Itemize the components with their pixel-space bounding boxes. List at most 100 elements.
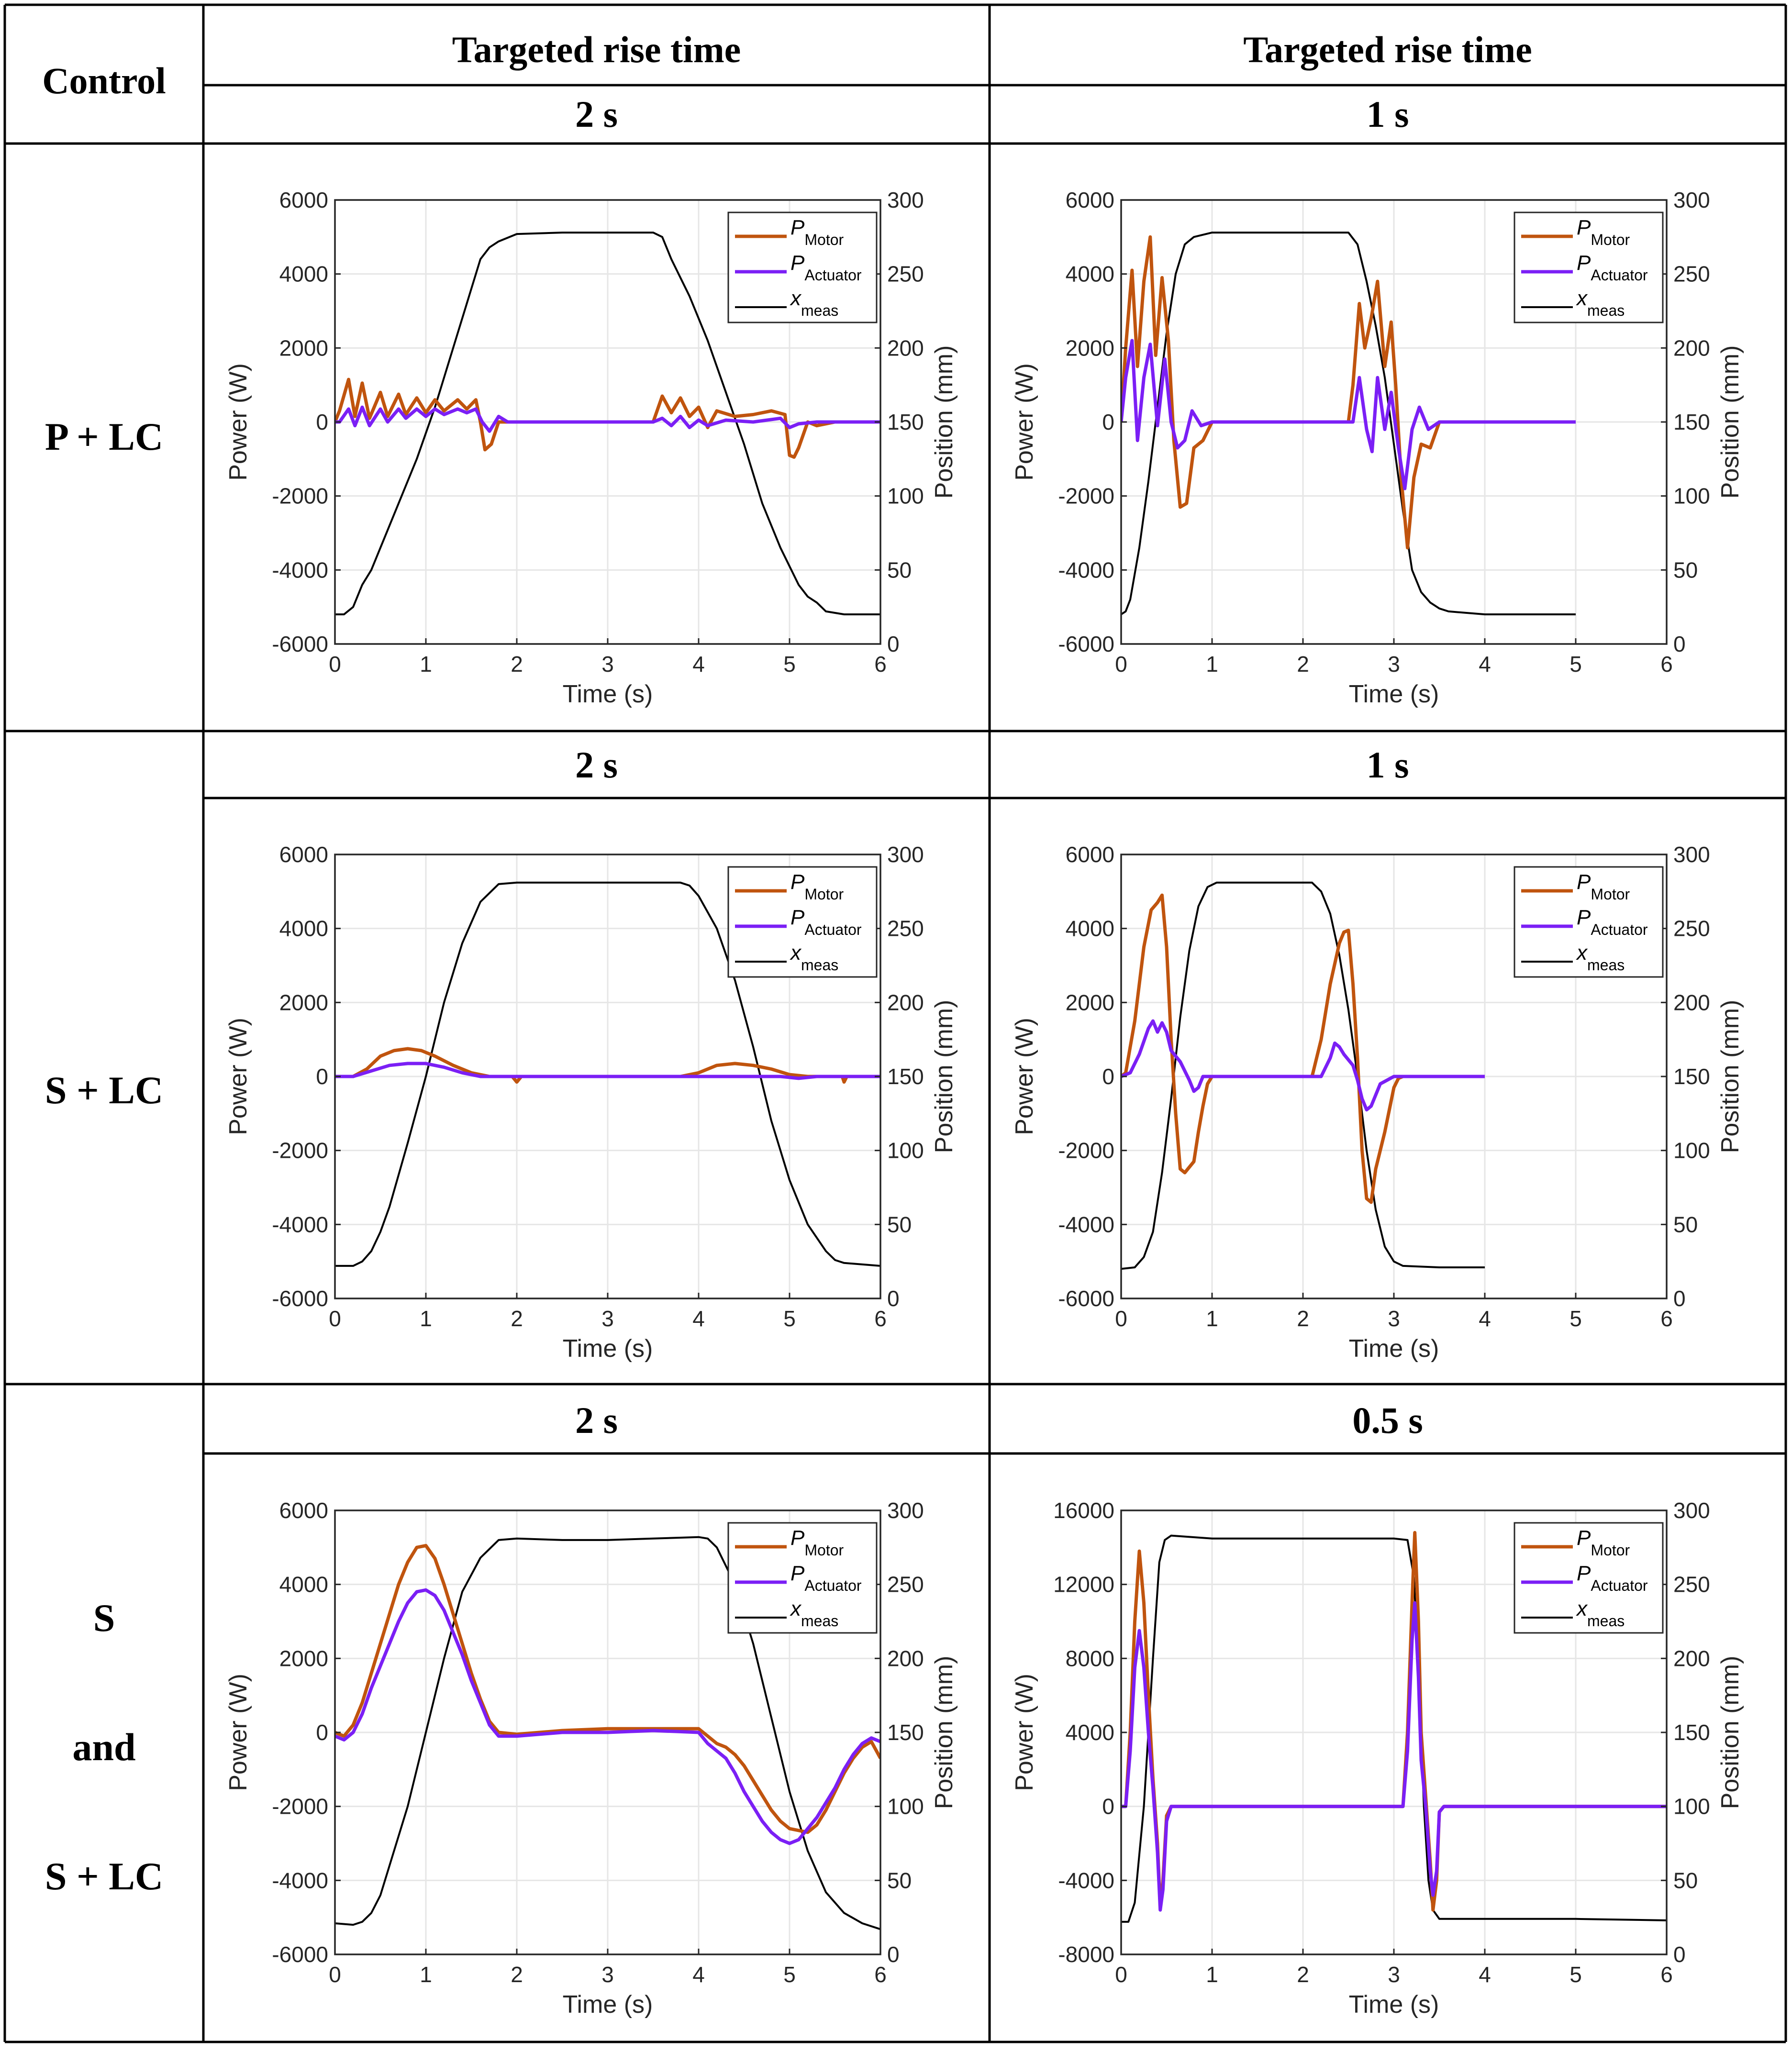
legend-main: P bbox=[790, 1562, 805, 1585]
y2-tick-label: 0 bbox=[1673, 632, 1686, 656]
legend-entry: PActuator bbox=[1577, 251, 1648, 284]
x-tick-label: 4 bbox=[1479, 652, 1491, 677]
y-tick-label: -2000 bbox=[1058, 484, 1114, 509]
y2-tick-label: 100 bbox=[1673, 1138, 1710, 1163]
x-tick-label: 5 bbox=[1569, 1962, 1582, 1987]
x-tick-label: 5 bbox=[1569, 652, 1582, 677]
y2-tick-label: 50 bbox=[1673, 1212, 1698, 1237]
y2-tick-label: 200 bbox=[1673, 1646, 1710, 1671]
y-tick-label: 4000 bbox=[1066, 262, 1114, 287]
y-tick-label: 4000 bbox=[279, 916, 328, 941]
x-axis-label: Time (s) bbox=[563, 1335, 653, 1363]
legend-sub: meas bbox=[801, 1612, 838, 1630]
x-tick-label: 3 bbox=[601, 652, 614, 677]
legend-entry: PMotor bbox=[1577, 216, 1630, 248]
y-tick-label: 12000 bbox=[1053, 1572, 1114, 1597]
x-tick-label: 2 bbox=[1297, 652, 1309, 677]
y-tick-label: -4000 bbox=[272, 1868, 328, 1893]
y-tick-label: -6000 bbox=[1058, 632, 1114, 656]
legend-main: x bbox=[790, 287, 802, 310]
legend-main: P bbox=[1577, 1562, 1591, 1585]
y-tick-label: 2000 bbox=[279, 990, 328, 1015]
x-tick-label: 2 bbox=[1297, 1306, 1309, 1331]
legend-sub: meas bbox=[1587, 302, 1625, 319]
y2-tick-label: 250 bbox=[887, 1572, 924, 1597]
y2-tick-label: 150 bbox=[1673, 410, 1710, 434]
legend-main: P bbox=[790, 870, 805, 894]
x-tick-label: 2 bbox=[511, 1962, 523, 1987]
y2-tick-label: 150 bbox=[887, 1064, 924, 1089]
legend-main: P bbox=[1577, 906, 1591, 929]
y-tick-label: 4000 bbox=[279, 262, 328, 287]
series-line-x-meas bbox=[335, 1536, 880, 1930]
y-axis-label: Power (W) bbox=[224, 1674, 252, 1791]
y-tick-label: -4000 bbox=[272, 557, 328, 582]
legend-entry: xmeas bbox=[790, 287, 838, 319]
y2-tick-label: 100 bbox=[887, 1138, 924, 1163]
x-tick-label: 2 bbox=[1297, 1962, 1309, 1987]
y-tick-label: -2000 bbox=[272, 1794, 328, 1819]
x-tick-label: 1 bbox=[1206, 1962, 1218, 1987]
y2-axis-label: Position (mm) bbox=[930, 1000, 958, 1154]
y2-tick-label: 50 bbox=[1673, 1868, 1698, 1893]
legend-entry: xmeas bbox=[1576, 287, 1625, 319]
y-tick-label: 6000 bbox=[1066, 188, 1114, 212]
y-tick-label: -4000 bbox=[1058, 557, 1114, 582]
charts: 0 1 2 3 4 5 6-6000-4000-2000020004000600005010… bbox=[224, 188, 1744, 2019]
y2-tick-label: 250 bbox=[1673, 1572, 1710, 1597]
legend-main: P bbox=[790, 251, 805, 275]
legend-sub: Actuator bbox=[804, 1577, 862, 1594]
x-tick-label: 1 bbox=[1206, 1306, 1218, 1331]
y2-tick-label: 250 bbox=[887, 262, 924, 287]
x-tick-label: 1 bbox=[420, 652, 432, 677]
x-tick-label: 2 bbox=[511, 652, 523, 677]
y2-axis-label: Position (mm) bbox=[1716, 1000, 1744, 1154]
x-tick-label: 6 bbox=[1660, 652, 1673, 677]
legend-sub: Motor bbox=[804, 1542, 844, 1559]
y-tick-label: 4000 bbox=[1066, 1720, 1114, 1745]
x-tick-label: 1 bbox=[420, 1962, 432, 1987]
y-tick-label: 0 bbox=[316, 1064, 328, 1089]
x-tick-label: 0 bbox=[329, 1306, 341, 1331]
y-tick-label: 6000 bbox=[279, 842, 328, 867]
rise-time-left: 2 s bbox=[575, 1399, 618, 1441]
y-tick-label: 16000 bbox=[1053, 1498, 1114, 1523]
legend-main: P bbox=[790, 216, 805, 239]
y-tick-label: -2000 bbox=[272, 1138, 328, 1163]
y2-tick-label: 50 bbox=[887, 557, 912, 582]
x-tick-label: 6 bbox=[874, 652, 887, 677]
y-tick-label: 0 bbox=[316, 1720, 328, 1745]
x-axis-label: Time (s) bbox=[563, 680, 653, 708]
legend-entry: PMotor bbox=[790, 1526, 844, 1559]
y2-tick-label: 200 bbox=[887, 990, 924, 1015]
legend-box bbox=[1514, 1522, 1664, 1634]
chart-panel: 0 1 2 3 4 5 6 -6000 -4000 -2000 0 2000 4000 6000 0 50 10… bbox=[1011, 188, 1744, 708]
y2-axis-label: Position (mm) bbox=[1716, 345, 1744, 499]
y2-tick-label: 300 bbox=[887, 1498, 924, 1523]
series-line-p-motor bbox=[335, 1544, 880, 1834]
y-tick-label: 6000 bbox=[279, 188, 328, 212]
y-axis-label: Power (W) bbox=[224, 363, 252, 481]
y2-tick-label: 200 bbox=[887, 1646, 924, 1671]
y-tick-label: -6000 bbox=[272, 632, 328, 656]
legend-main: P bbox=[1577, 870, 1591, 894]
y-tick-label: -2000 bbox=[272, 484, 328, 509]
control-header: Control bbox=[42, 60, 166, 101]
row-label: P + LC bbox=[45, 415, 163, 458]
x-tick-label: 4 bbox=[1479, 1962, 1491, 1987]
x-axis-label: Time (s) bbox=[563, 1991, 653, 2019]
y-tick-label: 8000 bbox=[1066, 1646, 1114, 1671]
y2-tick-label: 150 bbox=[1673, 1720, 1710, 1745]
rise-time-right: 1 s bbox=[1367, 93, 1409, 135]
row-label: S bbox=[93, 1596, 115, 1640]
legend-sub: meas bbox=[801, 302, 838, 319]
y-tick-label: 6000 bbox=[1066, 842, 1114, 867]
y2-tick-label: 200 bbox=[1673, 990, 1710, 1015]
y2-tick-label: 300 bbox=[1673, 188, 1710, 212]
series-line-p-motor bbox=[335, 377, 880, 459]
